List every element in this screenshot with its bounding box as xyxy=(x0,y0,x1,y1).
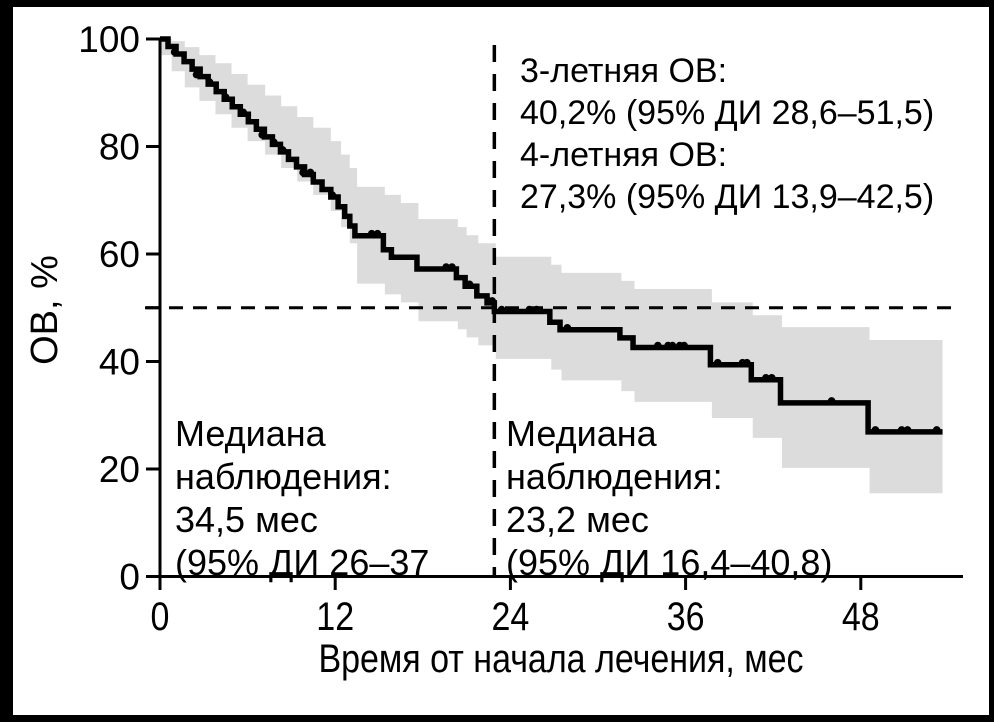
annotation-line: 27,3% (95% ДИ 13,9–42,5) xyxy=(520,178,934,216)
censor-dot xyxy=(668,341,677,350)
censor-dot xyxy=(270,138,278,147)
annotation-line: (95% ДИ 16,4–40,8) xyxy=(506,542,832,583)
censor-dot xyxy=(192,70,201,79)
censor-dot xyxy=(221,93,230,101)
y-axis-title: ОВ, % xyxy=(24,255,66,365)
censor-dot xyxy=(932,426,941,434)
x-tick-labels: 0 12 24 36 48 xyxy=(151,593,880,638)
censor-dot xyxy=(743,358,751,367)
x-tick-label: 0 xyxy=(151,593,170,638)
annotation-line: 34,5 мес xyxy=(175,499,318,540)
annotation-line: (95% ДИ 26–37 xyxy=(175,542,429,583)
annotation-line: 4-летняя ОВ: xyxy=(520,136,727,174)
y-tick-label: 100 xyxy=(78,19,140,60)
median-right-annotation: Медиана наблюдения: 23,2 мес (95% ДИ 16,… xyxy=(506,413,832,583)
x-tick-label: 48 xyxy=(842,593,880,638)
censor-dot xyxy=(762,373,770,382)
censor-dot xyxy=(465,280,474,289)
y-tick-labels: 100 80 60 40 20 0 xyxy=(78,19,140,598)
censor-dot xyxy=(373,229,382,238)
axes xyxy=(146,37,963,590)
annotation-line: наблюдения: xyxy=(506,456,723,497)
censor-dot xyxy=(306,168,315,177)
censor-dot xyxy=(532,305,541,314)
censor-dot xyxy=(299,168,307,177)
ci-band-shape xyxy=(160,39,943,494)
censor-dot xyxy=(680,341,688,350)
y-tick-label: 40 xyxy=(99,342,140,383)
censor-dot xyxy=(767,373,776,382)
censor-dot xyxy=(170,48,179,56)
annotation-line: 23,2 мес xyxy=(506,499,649,540)
censor-dot xyxy=(654,341,662,350)
censor-dot xyxy=(903,426,912,434)
censor-dot xyxy=(488,297,496,305)
censor-dot xyxy=(442,263,450,271)
censor-dot xyxy=(278,146,287,154)
censor-dot xyxy=(258,131,267,139)
censor-dot xyxy=(713,358,722,367)
annotation-line: наблюдения: xyxy=(175,456,392,497)
censor-dot xyxy=(239,108,248,117)
y-tick-label: 0 xyxy=(119,557,140,598)
censor-dot xyxy=(367,229,376,238)
censor-dot xyxy=(827,397,836,405)
censor-marks xyxy=(170,48,941,434)
x-axis-title: Время от начала лечения, мес xyxy=(318,635,803,680)
censor-dot xyxy=(871,426,880,434)
y-tick-label: 60 xyxy=(99,234,140,275)
censor-dot xyxy=(897,426,906,434)
x-tick-label: 24 xyxy=(491,593,529,638)
confidence-band xyxy=(160,39,943,494)
censor-dot xyxy=(525,305,534,314)
annotation-line: Медиана xyxy=(506,413,658,454)
censor-dot xyxy=(328,191,337,199)
annotation-line: 3-летняя ОВ: xyxy=(520,52,727,90)
censor-dot xyxy=(563,323,572,332)
y-tick-label: 20 xyxy=(99,449,140,490)
censor-dot xyxy=(497,305,506,314)
x-tick-label: 36 xyxy=(667,593,705,638)
survival-annotation: 3-летняя ОВ: 40,2% (95% ДИ 28,6–51,5) 4-… xyxy=(520,52,934,216)
median-left-annotation: Медиана наблюдения: 34,5 мес (95% ДИ 26–… xyxy=(175,413,429,583)
annotation-line: Медиана xyxy=(175,413,327,454)
annotation-line: 40,2% (95% ДИ 28,6–51,5) xyxy=(520,94,934,132)
censor-dot xyxy=(448,263,456,271)
x-tick-label: 12 xyxy=(316,593,354,638)
y-tick-label: 80 xyxy=(99,127,140,168)
censor-dot xyxy=(205,78,214,86)
